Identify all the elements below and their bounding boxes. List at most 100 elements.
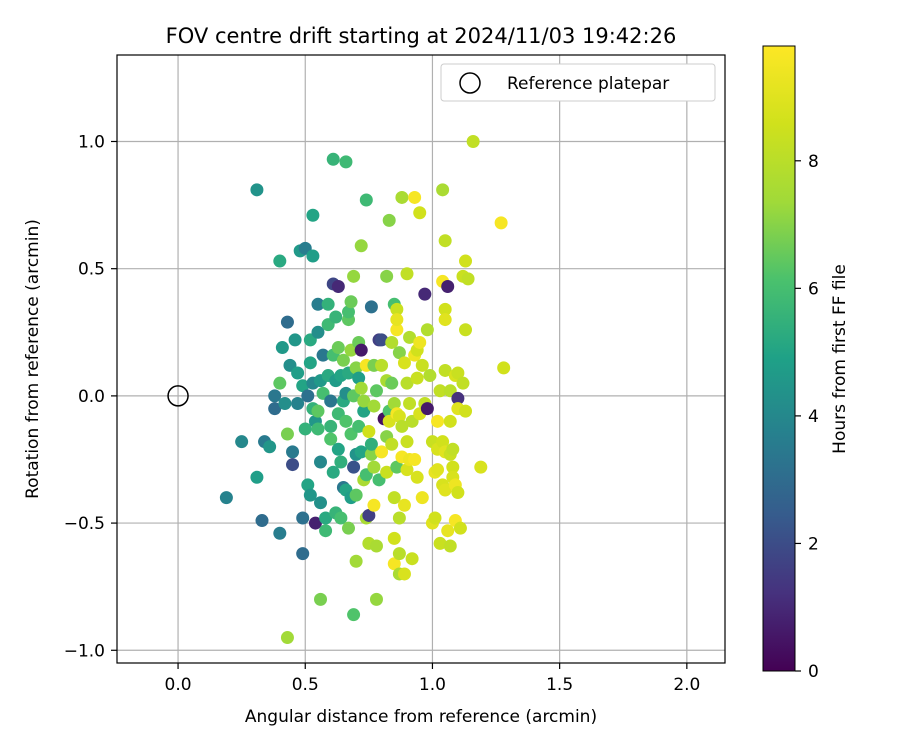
x-tick-label: 2.0 — [673, 675, 700, 695]
data-point — [329, 310, 343, 324]
data-point — [273, 526, 287, 540]
data-point — [400, 376, 414, 390]
data-point — [369, 539, 383, 553]
data-point — [311, 422, 325, 436]
x-tick-label: 0.5 — [292, 675, 319, 695]
data-point — [364, 447, 378, 461]
data-point — [341, 521, 355, 535]
data-point — [451, 486, 465, 500]
colorbar-tick-label: 0 — [808, 662, 819, 682]
data-point — [339, 155, 353, 169]
data-point — [375, 358, 389, 372]
data-point — [390, 313, 404, 327]
colorbar-tick-label: 4 — [808, 407, 819, 427]
y-tick-label: 0.0 — [78, 387, 105, 407]
data-point — [306, 208, 320, 222]
data-point — [438, 302, 452, 316]
data-point — [364, 300, 378, 314]
data-point — [319, 524, 333, 538]
y-tick-label: −0.5 — [64, 514, 105, 534]
data-point — [443, 414, 457, 428]
legend: Reference platepar — [440, 63, 716, 102]
data-point — [250, 470, 264, 484]
data-point — [459, 404, 473, 418]
data-point — [461, 272, 475, 286]
data-point — [334, 455, 348, 469]
grid — [117, 55, 725, 663]
data-point — [415, 358, 429, 372]
data-point — [349, 361, 363, 375]
data-point — [352, 419, 366, 433]
data-point — [410, 371, 424, 385]
data-point — [466, 134, 480, 148]
data-point — [436, 183, 450, 197]
data-point — [443, 539, 457, 553]
legend-reference-icon — [459, 72, 481, 94]
data-point — [400, 463, 414, 477]
data-point — [397, 356, 411, 370]
data-point — [451, 391, 465, 405]
data-point — [306, 249, 320, 263]
data-point — [280, 631, 294, 645]
x-tick-label: 1.5 — [546, 675, 573, 695]
y-axis-ticks: −1.0 −0.5 0.0 0.5 1.0 — [64, 132, 117, 661]
reference-marker — [167, 385, 189, 407]
x-tick-label: 0.0 — [165, 675, 192, 695]
data-point — [314, 592, 328, 606]
y-tick-label: −1.0 — [64, 641, 105, 661]
data-point — [385, 376, 399, 390]
data-point — [436, 435, 450, 449]
x-tick-label: 1.0 — [419, 675, 446, 695]
data-point — [301, 389, 315, 403]
data-point — [275, 341, 289, 355]
data-point — [316, 348, 330, 362]
data-point — [387, 397, 401, 411]
data-point — [408, 452, 422, 466]
data-point — [336, 353, 350, 367]
data-point — [431, 463, 445, 477]
data-point — [298, 422, 312, 436]
data-point — [286, 445, 300, 459]
data-point — [413, 335, 427, 349]
data-point — [438, 483, 452, 497]
data-point — [339, 414, 353, 428]
data-point — [362, 508, 376, 522]
data-point — [311, 404, 325, 418]
data-point — [451, 366, 465, 380]
data-point — [431, 414, 445, 428]
data-point — [235, 435, 249, 449]
data-point — [331, 279, 345, 293]
data-point — [392, 547, 406, 561]
data-point — [408, 190, 422, 204]
data-point — [268, 402, 282, 416]
data-point — [375, 445, 389, 459]
data-point — [438, 234, 452, 248]
data-point — [420, 323, 434, 337]
data-point — [403, 330, 417, 344]
data-point — [291, 397, 305, 411]
data-point — [459, 254, 473, 268]
data-point — [433, 536, 447, 550]
data-point — [403, 397, 417, 411]
data-point — [420, 402, 434, 416]
data-point — [367, 399, 381, 413]
data-point — [441, 279, 455, 293]
colorbar-tick-label: 8 — [808, 152, 819, 172]
x-axis-ticks: 0.0 0.5 1.0 1.5 2.0 — [165, 663, 700, 695]
data-point — [354, 445, 368, 459]
data-point — [382, 213, 396, 227]
data-point — [392, 409, 406, 423]
data-point — [344, 295, 358, 309]
data-point — [311, 297, 325, 311]
data-point — [324, 419, 338, 433]
data-points — [219, 134, 511, 645]
data-point — [273, 254, 287, 268]
data-point — [347, 608, 361, 622]
data-point — [392, 511, 406, 525]
data-point — [497, 361, 511, 375]
data-point — [390, 302, 404, 316]
data-point — [474, 460, 488, 474]
data-point — [301, 478, 315, 492]
data-point — [380, 465, 394, 479]
data-point — [296, 547, 310, 561]
